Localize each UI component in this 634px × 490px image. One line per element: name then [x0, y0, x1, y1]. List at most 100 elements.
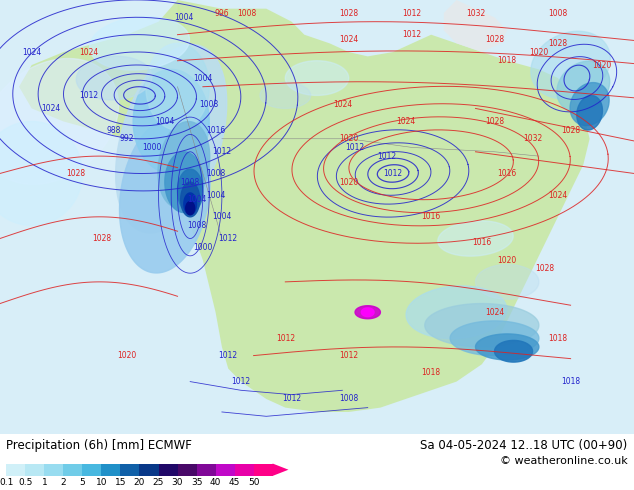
Text: 1018: 1018 [561, 377, 580, 386]
Polygon shape [425, 304, 539, 347]
Text: 1004: 1004 [155, 117, 174, 126]
Bar [63, 464, 82, 476]
Polygon shape [171, 0, 590, 412]
Polygon shape [444, 0, 507, 52]
Text: 1012: 1012 [212, 147, 231, 156]
Polygon shape [76, 56, 152, 100]
Polygon shape [178, 169, 203, 213]
Text: 1016: 1016 [422, 212, 441, 221]
Text: 1020: 1020 [117, 351, 136, 360]
Text: 1016: 1016 [472, 238, 491, 247]
Text: 25: 25 [153, 478, 164, 487]
Polygon shape [476, 265, 539, 299]
Polygon shape [158, 122, 210, 208]
Polygon shape [406, 286, 507, 339]
Polygon shape [115, 45, 227, 233]
Text: 1028: 1028 [548, 39, 567, 48]
Polygon shape [355, 306, 380, 318]
Text: 1004: 1004 [174, 13, 193, 22]
Polygon shape [438, 221, 513, 256]
Bar [254, 464, 273, 476]
Text: 1008: 1008 [200, 99, 219, 109]
Text: 40: 40 [210, 478, 221, 487]
Polygon shape [577, 96, 602, 130]
Text: 1024: 1024 [22, 48, 41, 56]
Polygon shape [120, 117, 210, 273]
Text: 1024: 1024 [79, 48, 98, 56]
Text: 1000: 1000 [193, 243, 212, 252]
Polygon shape [89, 17, 190, 70]
Text: 1024: 1024 [396, 117, 415, 126]
Text: 1012: 1012 [276, 334, 295, 343]
Polygon shape [450, 321, 539, 356]
Text: 992: 992 [120, 134, 134, 143]
Text: 1018: 1018 [548, 334, 567, 343]
Text: 15: 15 [115, 478, 126, 487]
Polygon shape [165, 152, 203, 213]
Polygon shape [181, 182, 200, 217]
Text: 1012: 1012 [346, 143, 365, 152]
Text: 45: 45 [229, 478, 240, 487]
Text: 1000: 1000 [143, 143, 162, 152]
Text: 1032: 1032 [466, 8, 485, 18]
Text: 10: 10 [96, 478, 107, 487]
Bar [235, 464, 254, 476]
Polygon shape [495, 341, 533, 362]
Polygon shape [285, 61, 349, 96]
Text: © weatheronline.co.uk: © weatheronline.co.uk [500, 456, 628, 466]
Text: 1028: 1028 [339, 8, 358, 18]
Text: 1012: 1012 [339, 351, 358, 360]
Bar [139, 464, 158, 476]
Polygon shape [0, 122, 82, 225]
Text: 1032: 1032 [523, 134, 542, 143]
Text: 1020: 1020 [593, 61, 612, 70]
Text: 1004: 1004 [206, 191, 225, 199]
Text: 1012: 1012 [231, 377, 250, 386]
Text: 20: 20 [134, 478, 145, 487]
Text: 1008: 1008 [187, 221, 206, 230]
Polygon shape [146, 44, 209, 130]
Text: 988: 988 [107, 125, 121, 135]
Text: 1028: 1028 [67, 169, 86, 178]
Text: 50: 50 [248, 478, 259, 487]
Text: 1016: 1016 [206, 125, 225, 135]
Text: 1008: 1008 [206, 169, 225, 178]
Text: 1012: 1012 [384, 169, 403, 178]
Bar [120, 464, 139, 476]
Text: Sa 04-05-2024 12..18 UTC (00+90): Sa 04-05-2024 12..18 UTC (00+90) [420, 439, 628, 452]
Text: 1016: 1016 [498, 169, 517, 178]
Text: 1028: 1028 [92, 234, 111, 243]
Text: 1024: 1024 [548, 191, 567, 199]
Text: 1018: 1018 [498, 56, 517, 65]
Text: 0.5: 0.5 [18, 478, 32, 487]
Polygon shape [186, 202, 195, 215]
Text: 1020: 1020 [529, 48, 548, 56]
FancyArrow shape [273, 464, 288, 476]
Text: 1012: 1012 [403, 8, 422, 18]
Polygon shape [260, 82, 311, 108]
Text: 1008: 1008 [548, 8, 567, 18]
Polygon shape [476, 334, 539, 360]
Text: 1004: 1004 [193, 74, 212, 82]
Text: 1028: 1028 [485, 117, 504, 126]
Bar [44, 464, 63, 476]
Text: 1012: 1012 [282, 394, 301, 403]
Text: 1012: 1012 [219, 234, 238, 243]
Text: 1028: 1028 [485, 34, 504, 44]
Polygon shape [19, 0, 190, 139]
Polygon shape [570, 83, 609, 125]
Bar [82, 464, 101, 476]
Text: 30: 30 [172, 478, 183, 487]
Text: 1024: 1024 [41, 104, 60, 113]
Text: 1012: 1012 [377, 151, 396, 161]
Bar [178, 464, 197, 476]
Text: 996: 996 [214, 8, 230, 18]
Text: Precipitation (6h) [mm] ECMWF: Precipitation (6h) [mm] ECMWF [6, 439, 192, 452]
Bar [158, 464, 178, 476]
Text: 1012: 1012 [79, 91, 98, 100]
Text: 1012: 1012 [219, 351, 238, 360]
Text: 1008: 1008 [181, 178, 200, 187]
Text: 35: 35 [191, 478, 202, 487]
Polygon shape [0, 58, 119, 184]
Text: 1020: 1020 [498, 256, 517, 265]
